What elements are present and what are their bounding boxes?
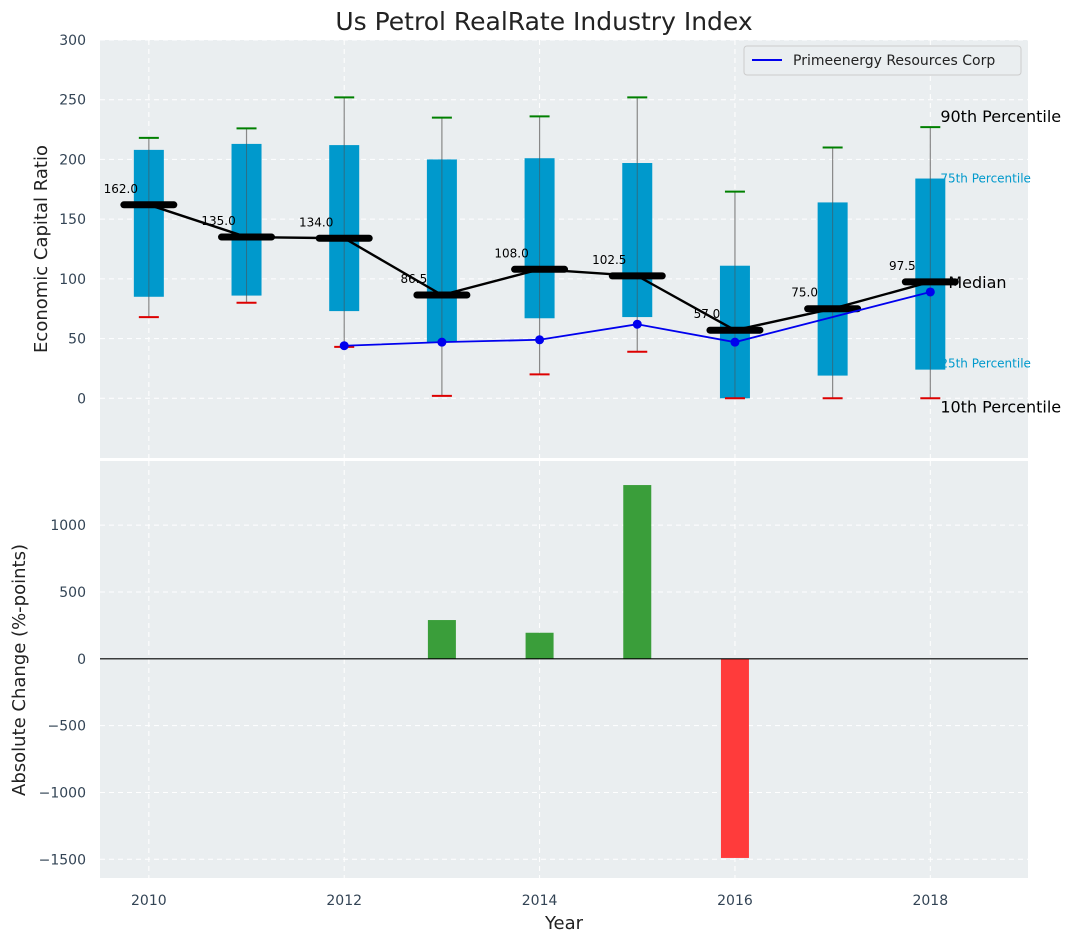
chart-title: Us Petrol RealRate Industry Index [335, 7, 752, 36]
bottom-y-tick-label: 1000 [50, 518, 86, 534]
top-y-tick-label: 250 [59, 93, 86, 109]
bottom-plot-area [100, 461, 1028, 878]
series-layer [339, 287, 935, 351]
top-y-tick-label: 100 [59, 272, 86, 288]
median-label-2014: 108.0 [494, 246, 528, 260]
label-75th-percentile: 75th Percentile [940, 172, 1031, 186]
change-bar-2015 [623, 485, 652, 659]
x-tick-label: 2010 [131, 893, 167, 909]
series-point-2016 [730, 337, 740, 347]
median-label-2012: 134.0 [299, 215, 333, 229]
top-y-tick-labels: 0 50 100 150 200 250 300 [59, 33, 86, 407]
bottom-y-tick-label: 500 [59, 585, 86, 601]
label-median: Median [948, 273, 1006, 292]
legend-entry: Primeenergy Resources Corp [793, 53, 995, 69]
top-y-tick-label: 50 [68, 332, 86, 348]
label-10th-percentile: 10th Percentile [940, 397, 1061, 416]
top-y-axis-label: Economic Capital Ratio [31, 145, 52, 353]
bar-layer [100, 485, 1028, 858]
percentile-labels: 90th Percentile 75th Percentile Median 25th… [940, 107, 1061, 416]
label-90th-percentile: 90th Percentile [940, 107, 1061, 126]
series-point-2014 [535, 335, 545, 345]
x-tick-label: 2018 [912, 893, 948, 909]
change-bar-2016 [720, 658, 749, 858]
bottom-y-axis-label: Absolute Change (%-points) [9, 544, 30, 796]
series-point-2015 [632, 319, 642, 329]
median-label-2016: 57.0 [694, 307, 721, 321]
x-tick-labels: 2010 2012 2014 2016 2018 [131, 893, 948, 909]
median-label-2015: 102.5 [592, 253, 626, 267]
x-tick-label: 2016 [717, 893, 753, 909]
median-label-2013: 86.5 [401, 272, 428, 286]
median-label-2017: 75.0 [791, 286, 818, 300]
bottom-y-tick-labels: −1500 −1000 −500 0 500 1000 [39, 518, 86, 868]
bottom-y-tick-label: −1500 [39, 852, 86, 868]
median-label-2010: 162.0 [104, 182, 138, 196]
label-25th-percentile: 25th Percentile [940, 357, 1031, 371]
x-tick-label: 2014 [522, 893, 558, 909]
top-y-tick-label: 300 [59, 33, 86, 49]
series-point-2018 [925, 287, 935, 297]
x-tick-label: 2012 [326, 893, 362, 909]
x-axis-label: Year [544, 913, 584, 934]
top-y-tick-label: 150 [59, 212, 86, 228]
box-plot-layer: 162.0 135.0 134.0 86.5 108.0 102.5 57.0 75.0 97.… [104, 96, 959, 400]
series-point-2012 [339, 341, 349, 351]
bottom-y-tick-label: −500 [48, 719, 86, 735]
median-label-2011: 135.0 [201, 214, 235, 228]
series-point-2013 [437, 337, 447, 347]
change-bar-2013 [427, 620, 456, 659]
top-y-tick-label: 200 [59, 152, 86, 168]
median-label-2018: 97.5 [889, 259, 916, 273]
bottom-y-tick-label: 0 [77, 652, 86, 668]
legend: Primeenergy Resources Corp [743, 45, 1022, 76]
top-y-tick-label: 0 [77, 391, 86, 407]
series-line-0 [344, 291, 931, 347]
change-bar-2014 [525, 632, 554, 659]
legend-box [743, 45, 1022, 76]
bottom-y-tick-label: −1000 [39, 785, 86, 801]
